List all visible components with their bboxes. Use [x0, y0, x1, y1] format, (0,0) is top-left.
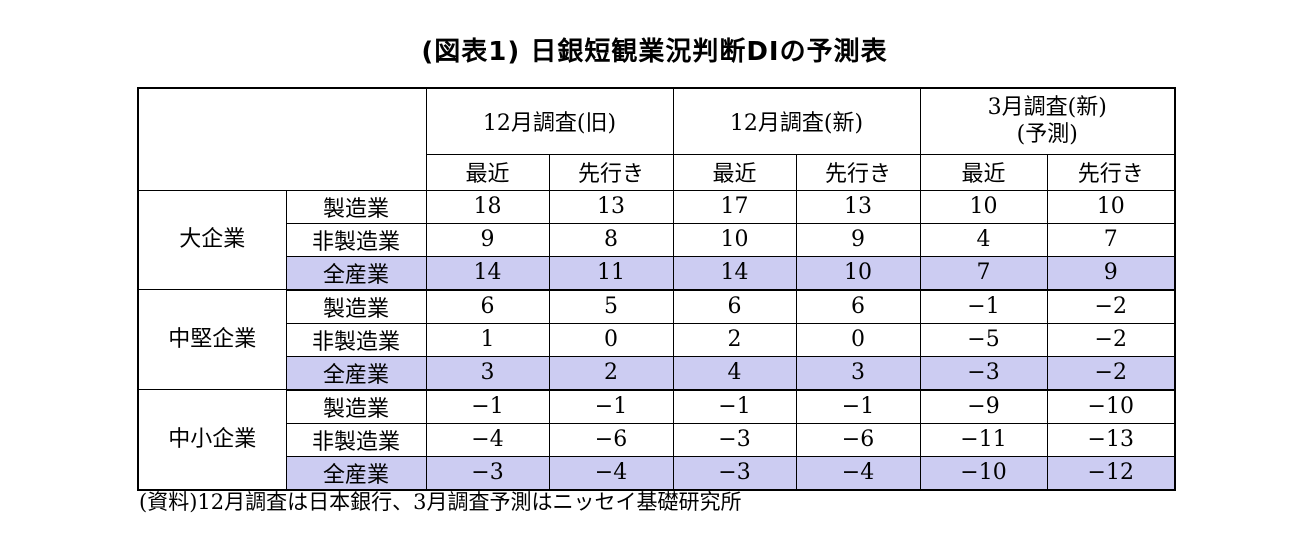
- value-cell: 18: [425, 189, 550, 224]
- value-cell: −10: [1046, 389, 1176, 424]
- value-cell: −1: [425, 389, 550, 424]
- subheader-recent: 最近: [672, 153, 797, 191]
- di-forecast-table: 12月調査(旧) 12月調査(新) 3月調査(新) (予測) 最近 先行き 最近…: [137, 87, 1176, 491]
- industry-label: 非製造業: [285, 422, 427, 457]
- col-group-mar-line1: 3月調査(新): [987, 94, 1107, 120]
- industry-label: 非製造業: [285, 322, 427, 357]
- table-row-highlight: 全産業 3 2 4 3 −3 −2: [138, 355, 1176, 391]
- value-cell: 4: [672, 355, 797, 391]
- table-row: 非製造業 1 0 2 0 −5 −2: [138, 322, 1176, 357]
- value-cell: 8: [548, 222, 674, 257]
- value-cell: −4: [795, 455, 921, 491]
- value-cell: −6: [795, 422, 921, 457]
- value-cell: 9: [795, 222, 921, 257]
- subheader-outlook: 先行き: [1046, 153, 1176, 191]
- industry-label: 全産業: [285, 455, 427, 491]
- table-row: 非製造業 9 8 10 9 4 7: [138, 222, 1176, 257]
- value-cell: −1: [672, 389, 797, 424]
- value-cell: −10: [919, 455, 1048, 491]
- category-label: 中小企業: [137, 389, 287, 490]
- value-cell: 14: [672, 255, 797, 291]
- table-row: 非製造業 −4 −6 −3 −6 −11 −13: [138, 422, 1176, 457]
- value-cell: −3: [672, 455, 797, 491]
- value-cell: −13: [1046, 422, 1176, 457]
- source-note: (資料)12月調査は日本銀行、3月調査予測はニッセイ基礎研究所: [139, 490, 742, 514]
- value-cell: 13: [795, 189, 921, 224]
- value-cell: 11: [548, 255, 674, 291]
- value-cell: 10: [672, 222, 797, 257]
- value-cell: 10: [795, 255, 921, 291]
- value-cell: −1: [919, 289, 1048, 324]
- subheader-recent: 最近: [425, 153, 550, 191]
- industry-label: 全産業: [285, 355, 427, 391]
- value-cell: 13: [548, 189, 674, 224]
- corner-cell: [137, 87, 427, 191]
- col-group-dec-new: 12月調査(新): [672, 87, 921, 155]
- value-cell: 2: [548, 355, 674, 391]
- table-row-highlight: 全産業 −3 −4 −3 −4 −10 −12: [138, 455, 1176, 491]
- col-group-mar-line2: (予測): [1016, 122, 1078, 148]
- value-cell: 4: [919, 222, 1048, 257]
- value-cell: 6: [795, 289, 921, 324]
- value-cell: −2: [1046, 322, 1176, 357]
- table-row: 大企業 製造業 18 13 17 13 10 10: [137, 189, 1176, 290]
- value-cell: 9: [1046, 255, 1176, 291]
- subheader-outlook: 先行き: [795, 153, 921, 191]
- value-cell: 10: [1046, 189, 1176, 224]
- value-cell: −3: [425, 455, 550, 491]
- value-cell: 9: [425, 222, 550, 257]
- value-cell: −4: [548, 455, 674, 491]
- subheader-recent: 最近: [919, 153, 1048, 191]
- value-cell: 0: [795, 322, 921, 357]
- page-title: (図表1) 日銀短観業況判断DIの予測表: [421, 37, 888, 67]
- value-cell: 3: [795, 355, 921, 391]
- col-group-mar-forecast: 3月調査(新) (予測): [919, 87, 1176, 155]
- industry-label: 製造業: [285, 389, 427, 424]
- col-group-dec-old: 12月調査(旧): [425, 87, 674, 155]
- value-cell: 14: [425, 255, 550, 291]
- category-label: 中堅企業: [137, 289, 287, 390]
- industry-label: 製造業: [285, 289, 427, 324]
- table-row-highlight: 全産業 14 11 14 10 7 9: [138, 255, 1176, 291]
- table-row: 中堅企業 製造業 6 5 6 6 −1 −2: [137, 289, 1176, 390]
- value-cell: 0: [548, 322, 674, 357]
- value-cell: 10: [919, 189, 1048, 224]
- subheader-outlook: 先行き: [548, 153, 674, 191]
- table-row: 中小企業 製造業 −1 −1 −1 −1 −9 −10: [137, 389, 1176, 490]
- value-cell: 2: [672, 322, 797, 357]
- value-cell: −3: [919, 355, 1048, 391]
- value-cell: −12: [1046, 455, 1176, 491]
- industry-label: 非製造業: [285, 222, 427, 257]
- value-cell: 5: [548, 289, 674, 324]
- value-cell: 6: [672, 289, 797, 324]
- value-cell: 6: [425, 289, 550, 324]
- industry-label: 製造業: [285, 189, 427, 224]
- value-cell: 17: [672, 189, 797, 224]
- value-cell: −11: [919, 422, 1048, 457]
- value-cell: 7: [1046, 222, 1176, 257]
- value-cell: 1: [425, 322, 550, 357]
- header-row-groups: 12月調査(旧) 12月調査(新) 3月調査(新) (予測): [137, 87, 1176, 191]
- value-cell: −5: [919, 322, 1048, 357]
- value-cell: −2: [1046, 289, 1176, 324]
- value-cell: −2: [1046, 355, 1176, 391]
- value-cell: −1: [548, 389, 674, 424]
- value-cell: −9: [919, 389, 1048, 424]
- value-cell: 7: [919, 255, 1048, 291]
- category-label: 大企業: [137, 189, 287, 290]
- value-cell: −3: [672, 422, 797, 457]
- industry-label: 全産業: [285, 255, 427, 291]
- value-cell: −4: [425, 422, 550, 457]
- value-cell: 3: [425, 355, 550, 391]
- value-cell: −1: [795, 389, 921, 424]
- value-cell: −6: [548, 422, 674, 457]
